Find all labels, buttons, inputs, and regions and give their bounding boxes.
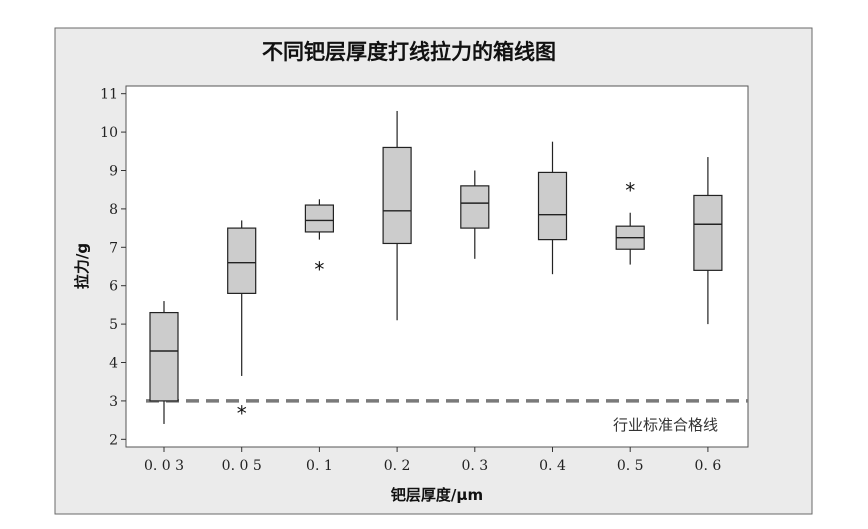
x-tick-label: 0. 1 [306,458,333,474]
x-tick-label: 0. 2 [384,458,411,474]
y-tick-label: 8 [109,202,118,218]
box-iqr [693,194,723,271]
x-tick-label: 0. 6 [695,458,722,474]
y-axis: 2 3 4 5 6 7 8 9 10 11 [100,87,126,448]
y-tick-label: 10 [100,125,118,141]
box-0.03 [149,301,179,424]
y-tick-label: 3 [109,394,118,410]
box-iqr [304,204,334,233]
box-iqr [460,185,490,229]
outlier-marker: * [314,257,324,281]
outlier-marker: * [625,179,635,203]
box-0.3 [460,170,490,259]
reference-line-label: 行业标准合格线 [613,416,718,434]
x-tick-label: 0. 5 [617,458,644,474]
box-0.5: * [615,179,645,265]
box-0.4 [537,141,568,275]
y-tick-label: 7 [109,240,118,256]
plot-area [125,85,749,448]
box-iqr [382,146,412,245]
box-iqr [227,227,257,294]
x-tick-label: 0. 0 5 [222,458,262,474]
box-0.05: * [227,220,257,425]
box-0.1: * [304,199,334,281]
chart-title: 不同钯层厚度打线拉力的箱线图 [262,40,556,64]
y-axis-title: 拉力/g [73,243,91,289]
box-0.6 [693,157,723,325]
x-axis: 0. 0 3 0. 0 5 0. 1 0. 2 0. 3 0. 4 0. 5 0. 6 [144,447,721,474]
box-plot-series: * * * [149,110,723,425]
y-tick-label: 2 [109,432,118,448]
box-0.2 [382,110,412,321]
outlier-marker: * [237,401,247,425]
x-tick-label: 0. 4 [539,458,566,474]
x-axis-title: 钯层厚度/μm [391,486,483,504]
y-tick-label: 9 [109,163,118,179]
y-tick-label: 5 [109,317,118,333]
box-iqr [537,171,568,241]
y-tick-label: 11 [100,87,118,103]
x-tick-label: 0. 3 [461,458,488,474]
box-iqr [149,311,179,402]
x-tick-label: 0. 0 3 [144,458,184,474]
y-tick-label: 6 [109,279,118,295]
y-tick-label: 4 [109,356,118,372]
